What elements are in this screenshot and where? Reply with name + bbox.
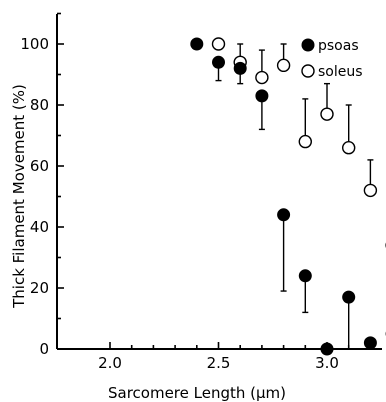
x-axis-label: Sarcomere Length (μm) — [108, 384, 286, 402]
x-tick-label: 2.5 — [207, 354, 231, 372]
legend: psoas soleus — [301, 38, 363, 80]
point-psoas — [277, 208, 291, 222]
point-psoas — [342, 290, 356, 304]
point-soleus — [276, 58, 291, 73]
x-tick-label: 3.0 — [315, 354, 339, 372]
x-tick-label: 2.0 — [98, 354, 122, 372]
y-axis-label: Thick Filament Movement (%) — [10, 84, 28, 309]
point-psoas — [190, 37, 204, 51]
data-points — [190, 37, 386, 356]
point-soleus — [255, 70, 269, 85]
y-tick-label: 0 — [39, 340, 49, 358]
point-psoas — [320, 342, 334, 356]
point-psoas — [255, 89, 269, 103]
y-tick-label: 40 — [30, 218, 49, 236]
legend-marker-soleus — [301, 64, 315, 78]
y-tick-label: 60 — [30, 157, 49, 175]
point-psoas — [212, 55, 225, 69]
legend-marker-psoas — [301, 38, 315, 52]
point-soleus — [320, 107, 334, 121]
legend-label-soleus: soleus — [318, 64, 363, 80]
y-ticks: 0 20 40 60 80 100 — [20, 12, 64, 358]
point-soleus — [363, 183, 378, 198]
x-ticks: 2.02.53.03.54.0 — [98, 342, 372, 372]
point-soleus — [211, 37, 226, 51]
point-soleus — [298, 134, 312, 149]
point-psoas — [233, 61, 247, 75]
error-bars — [215, 43, 374, 350]
y-tick-label: 20 — [30, 279, 49, 297]
legend-label-psoas: psoas — [318, 38, 359, 54]
point-psoas — [298, 269, 312, 283]
y-tick-label: 100 — [20, 35, 49, 53]
point-soleus — [342, 140, 356, 155]
point-psoas — [363, 336, 377, 350]
y-tick-label: 80 — [30, 96, 49, 114]
